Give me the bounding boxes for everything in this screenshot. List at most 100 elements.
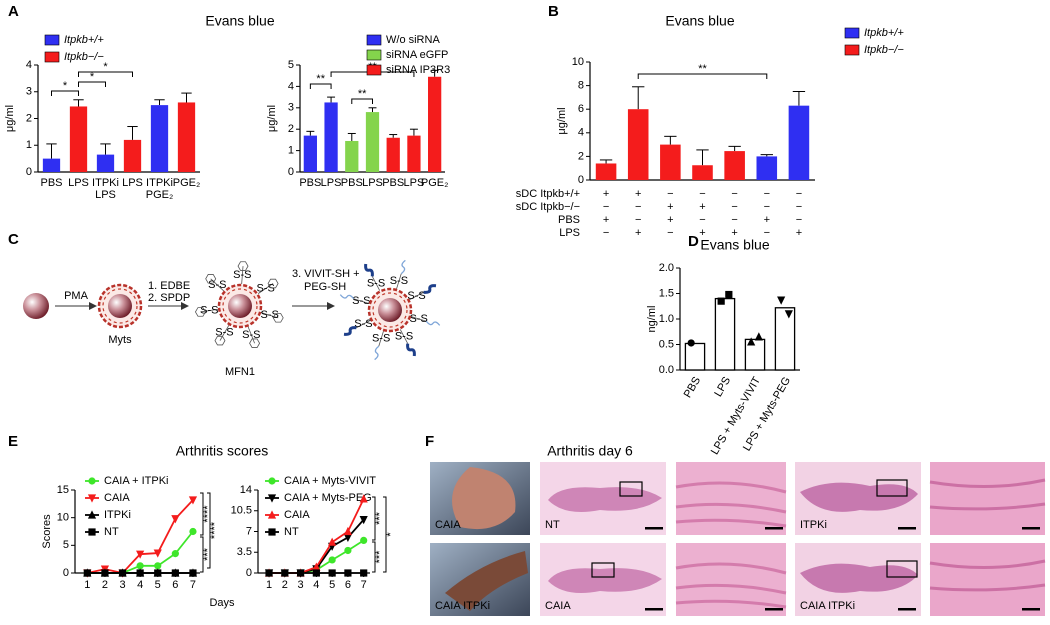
data-point	[118, 569, 127, 577]
paw	[445, 551, 528, 611]
linker	[396, 273, 402, 290]
linker-label: S-S	[367, 277, 385, 289]
significance-bracket	[383, 496, 387, 573]
panel-letter: B	[548, 3, 559, 20]
legend-marker	[87, 494, 97, 503]
x-tick-label: LPS	[321, 177, 342, 189]
data-point	[687, 339, 695, 347]
bead	[228, 294, 252, 318]
linker-label: S-S	[256, 282, 274, 294]
x-tick-label: 7	[361, 579, 367, 591]
y-tick-label: 5	[63, 539, 69, 551]
x-tick-label: 2	[282, 579, 288, 591]
linker	[219, 324, 230, 341]
significance-label: ****	[209, 521, 221, 539]
bar	[69, 106, 88, 172]
data-point	[296, 569, 305, 577]
significance-bracket	[78, 71, 133, 77]
legend-label: NT	[284, 526, 299, 538]
y-tick-label: 10.5	[231, 505, 252, 517]
bar	[788, 105, 810, 180]
inset-box	[591, 562, 615, 578]
x-tick-label: LPS	[362, 177, 383, 189]
condition-mark: −	[764, 227, 770, 239]
x-tick-label: LPS	[68, 177, 89, 189]
inset-box	[886, 560, 918, 578]
data-point	[171, 569, 179, 577]
y-tick-label: 10	[572, 56, 584, 68]
legend-marker	[268, 528, 276, 536]
scale-bar	[898, 527, 916, 530]
linker-label: S-S	[352, 295, 370, 307]
x-axis-label: Days	[209, 597, 235, 609]
diagram-label: MFN1	[225, 366, 255, 378]
y-axis-label: ng/ml	[646, 306, 658, 333]
y-tick-label: 1	[288, 145, 294, 157]
legend-label: Itpkb−/−	[64, 51, 104, 63]
tissue	[548, 568, 662, 594]
panel-letter: F	[425, 433, 434, 450]
condition-mark: −	[731, 188, 737, 200]
significance-bracket	[78, 81, 106, 87]
y-axis-label: μg/ml	[4, 105, 16, 132]
tissue	[800, 482, 918, 512]
data-point	[777, 296, 786, 305]
y-tick-label: 0	[26, 166, 32, 178]
condition-mark: −	[635, 214, 641, 226]
linker-label: S-S	[407, 290, 425, 302]
bar	[150, 105, 169, 172]
x-tick-label: PGE₂	[146, 189, 174, 201]
linker-label: S-S	[233, 269, 251, 281]
significance-label: ***	[202, 547, 214, 561]
peptide	[400, 259, 406, 275]
data-point	[343, 533, 353, 543]
data-point	[344, 546, 352, 555]
chart-title: Evans blue	[665, 13, 734, 29]
inset	[930, 462, 1045, 535]
condition-mark: +	[635, 227, 641, 239]
significance-label: **	[358, 88, 367, 100]
bar	[692, 165, 713, 180]
legend-marker	[88, 528, 96, 536]
legend-label: CAIA	[284, 509, 310, 521]
linker-label: S-S	[215, 327, 233, 339]
linker	[210, 278, 225, 292]
bar	[123, 139, 142, 172]
image-label: CAIA ITPKi	[800, 600, 855, 612]
legend-label: CAIA + ITPKi	[104, 475, 169, 487]
y-tick-label: 0.5	[659, 338, 674, 350]
x-tick-label: PBS	[682, 375, 703, 400]
legend-swatch	[366, 64, 382, 76]
shell-inner	[222, 288, 258, 324]
condition-mark: +	[603, 214, 609, 226]
y-tick-label: 1.0	[659, 313, 674, 325]
x-tick-label: LPS	[122, 177, 143, 189]
data-point	[101, 569, 109, 577]
significance-bracket	[200, 492, 204, 536]
linker-label: S-S	[372, 333, 390, 345]
data-point	[265, 569, 273, 577]
legend-label: Itpkb+/+	[864, 27, 904, 39]
linker	[371, 276, 381, 291]
bead	[378, 298, 402, 322]
y-tick-label: 0	[578, 174, 584, 186]
data-point	[359, 494, 368, 503]
data-point	[328, 569, 336, 577]
y-axis-label: Scores	[41, 514, 53, 549]
linker-label: S-S	[354, 318, 372, 330]
y-tick-label: 4	[578, 127, 584, 139]
x-tick-label: PBS	[40, 177, 62, 189]
condition-mark: +	[667, 214, 673, 226]
bar	[744, 338, 766, 371]
condition-mark: −	[699, 214, 705, 226]
significance-label: ****	[202, 505, 214, 523]
step-label: PMA	[64, 290, 89, 302]
legend-marker	[267, 510, 277, 519]
bar	[177, 102, 196, 172]
bar	[428, 76, 442, 172]
data-point	[360, 536, 368, 544]
legend-label: Itpkb+/+	[64, 34, 104, 46]
condition-mark: −	[764, 201, 770, 213]
linker-label: S-S	[242, 329, 260, 341]
